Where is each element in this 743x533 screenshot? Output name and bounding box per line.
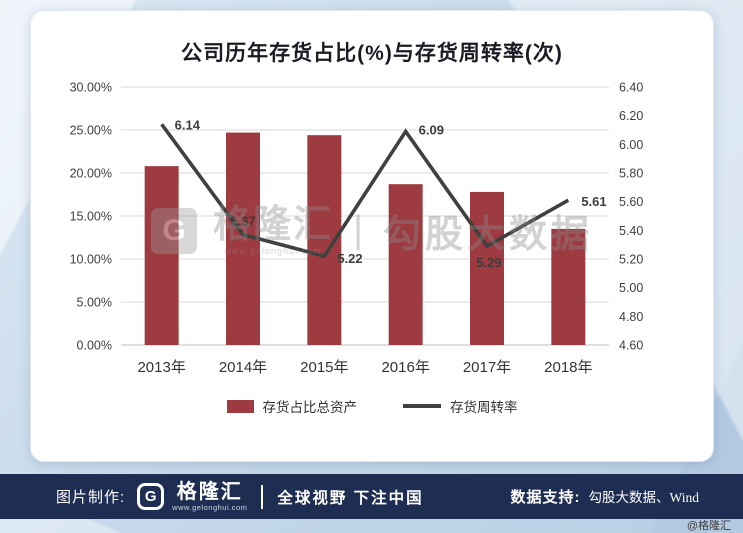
left-axis-tick-label: 15.00% — [70, 210, 112, 224]
bar-2013年 — [144, 166, 179, 345]
legend-item-bar-series: 存货占比总资产 — [226, 396, 358, 416]
gelonghui-logo-icon: G — [137, 483, 165, 510]
right-axis-tick-label: 4.60 — [619, 339, 643, 353]
line-data-label: 5.22 — [337, 251, 362, 266]
x-axis-label: 2015年 — [300, 359, 348, 376]
chart-area: 0.00% 5.00% 10.00% 15.00% 20.00% 25.00% 30.00%… — [31, 75, 713, 394]
legend-item-line-series: 存货周转率 — [403, 396, 518, 416]
left-axis-tick-label: 0.00% — [77, 339, 112, 353]
corner-watermark-tag: @格隆汇 — [686, 519, 731, 532]
right-axis-tick-label: 5.80 — [619, 167, 643, 181]
line-data-label: 5.37 — [230, 214, 255, 229]
left-axis-tick-label: 20.00% — [70, 167, 112, 181]
line-data-label: 6.14 — [175, 117, 201, 132]
right-axis-tick-label: 6.00 — [619, 138, 643, 152]
right-axis-tick-label: 5.00 — [619, 281, 643, 295]
line-data-label: 5.61 — [581, 194, 606, 209]
chart-title: 公司历年存货占比(%)与存货周转率(次) — [181, 42, 563, 65]
gelonghui-logo-text-block: 格隆汇 www.gelonghui.com — [172, 482, 247, 512]
right-axis-tick-label: 4.80 — [619, 310, 643, 324]
left-axis-tick-label: 30.00% — [70, 81, 112, 95]
right-axis-tick-label: 5.40 — [619, 224, 643, 238]
left-axis-tick-label: 25.00% — [70, 124, 112, 138]
left-axis-tick-label: 10.00% — [70, 253, 112, 267]
gelonghui-logo-site: www.gelonghui.com — [172, 502, 248, 512]
legend-label-bar-series: 存货占比总资产 — [262, 400, 358, 415]
left-axis-tick-label: 5.00% — [77, 296, 112, 310]
line-series-path — [160, 123, 570, 259]
bottom-strip: @格隆汇 — [0, 519, 743, 533]
x-axis-label: 2013年 — [137, 359, 185, 376]
bar-series-swatch — [226, 399, 254, 413]
bar-2016年 — [388, 184, 423, 345]
chart-canvas: 0.00% 5.00% 10.00% 15.00% 20.00% 25.00% 30.00%… — [70, 81, 644, 377]
right-axis-tick-label: 6.40 — [619, 81, 643, 95]
footer-divider — [261, 484, 264, 509]
right-axis-tick-label: 6.20 — [619, 109, 643, 123]
chart-legend: 存货占比总资产 存货周转率 — [31, 396, 713, 416]
x-axis-label: 2017年 — [463, 359, 511, 376]
gelonghui-logo: G 格隆汇 www.gelonghui.com — [137, 482, 247, 512]
footer-data-support: 数据支持: 勾股大数据、Wind — [511, 486, 699, 507]
footer-made-by-label: 图片制作: — [56, 489, 126, 506]
x-axis-label: 2016年 — [381, 359, 429, 376]
chart-card: 公司历年存货占比(%)与存货周转率(次) 0.00% 5.00% 10.00% 15.… — [30, 10, 714, 462]
bar-2018年 — [551, 228, 586, 345]
line-data-label: 5.29 — [476, 255, 501, 270]
bar-2017年 — [470, 191, 504, 345]
footer-slogan: 全球视野 下注中国 — [277, 489, 424, 507]
right-axis-tick-label: 5.20 — [619, 253, 643, 267]
x-axis-label: 2014年 — [219, 359, 267, 376]
gelonghui-logo-brand: 格隆汇 — [176, 480, 243, 503]
data-support-label: 数据支持: — [510, 489, 581, 506]
line-data-label: 6.09 — [419, 122, 444, 137]
right-axis-tick-label: 5.60 — [619, 195, 643, 209]
x-axis-label: 2018年 — [544, 359, 592, 376]
data-support-value: 勾股大数据、Wind — [588, 490, 699, 505]
footer-bar: 图片制作: G 格隆汇 www.gelonghui.com 全球视野 下注中国 … — [0, 474, 743, 519]
line-series-swatch — [403, 404, 441, 408]
legend-label-line-series: 存货周转率 — [450, 400, 518, 415]
